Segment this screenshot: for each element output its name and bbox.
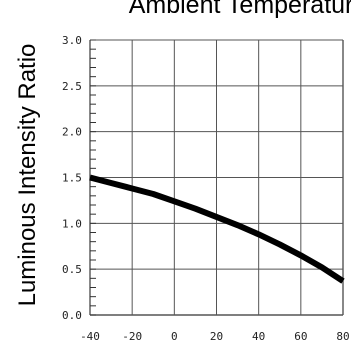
x-tick-label: -20 [122,330,142,343]
y-tick-label: 2.5 [62,80,82,93]
y-tick-label: 0.0 [62,309,82,322]
y-tick-label: 2.0 [62,126,82,139]
y-tick-label: 1.0 [62,217,82,230]
x-tick-label: 60 [294,330,307,343]
x-tick-label: -40 [80,330,100,343]
y-tick-labels: 0.0 0.5 1.0 1.5 2.0 2.5 3.0 [62,34,82,322]
y-tick-label: 0.5 [62,263,82,276]
x-tick-label: 20 [210,330,223,343]
y-tick-label: 3.0 [62,34,82,47]
x-tick-label: 40 [252,330,265,343]
x-tick-label: 0 [171,330,178,343]
chart-title: Ambient Temperature [129,0,351,19]
series-line [89,174,345,284]
minor-tick-layer [90,39,96,316]
x-tick-label: 80 [336,330,349,343]
x-tick-labels: -40 -20 0 20 40 60 80 [80,330,350,343]
y-axis-label: Luminous Intensity Ratio [14,44,41,307]
series-layer [89,174,345,284]
y-tick-label: 1.5 [62,172,82,185]
grid-layer [89,39,344,316]
